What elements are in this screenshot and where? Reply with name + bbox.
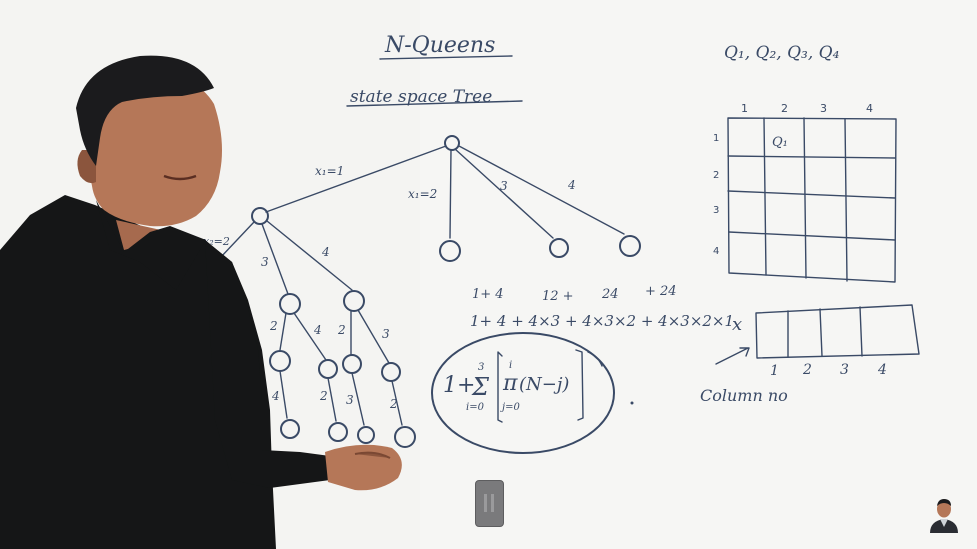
array-label: x [732,314,742,335]
array-index: 3 [840,362,849,378]
edge-label: 4 [567,178,576,192]
state-space-tree: x₁=1 x₁=2 3 4 x₂=2 3 4 2 4 2 3 4 2 3 2 [203,135,641,448]
array-index: 2 [802,362,812,378]
edge-label: x₁=2 [408,187,437,201]
sum-term: 12 + [542,289,574,304]
edge-label: 2 [337,323,346,337]
array-index: 4 [877,362,887,378]
queens-label: Q₁, Q₂, Q₃, Q₄ [724,43,840,63]
formula-prefix: 1+ [443,373,475,398]
pause-icon [484,494,487,512]
edge-label: 4 [271,389,280,403]
grid-queen: Q₁ [772,135,788,150]
array-index: 1 [770,363,779,379]
edge-label: 4 [313,323,322,337]
presenter-avatar-icon[interactable] [926,493,962,533]
grid-row-label: 1 [713,133,719,144]
grid-col-label: 4 [866,102,873,115]
formula-sigma: Σ [471,373,490,401]
edge-label: 2 [389,397,398,411]
edge-label: 2 [269,319,278,333]
board-title: N-Queens [384,33,495,58]
board-subtitle: state space Tree [350,87,492,107]
formula-term: (N−j) [519,374,569,395]
sum-expansion: 1+ 4 + 4×3 + 4×3×2 + 4×3×2×1 [470,312,734,330]
presenter [0,55,402,549]
grid-col-label: 1 [741,102,748,115]
complexity-formula: 1+ 3 Σ i=0 i π j=0 (N−j) [431,332,634,454]
edge-label: 3 [382,327,390,341]
sum-term: 1+ 4 [472,287,504,302]
edge-label: x₁=1 [315,164,344,178]
edge-label: 3 [261,255,269,269]
solution-array: x 1 2 3 4 Column no [700,304,920,405]
edge-label: 3 [500,179,508,193]
pause-button[interactable] [475,480,504,527]
formula-pi-lower: j=0 [500,402,520,413]
node-count-sums: 1+ 4 12 + 24 + 24 1+ 4 + 4×3 + 4×3×2 + 4… [470,284,734,330]
edge-label: 2 [319,389,328,403]
edge-label: 4 [321,245,330,259]
grid-row-label: 4 [713,246,719,257]
grid-row-label: 3 [713,205,719,216]
column-label: Column no [700,386,788,405]
grid-col-label: 2 [781,102,788,115]
sum-term: + 24 [645,284,677,299]
sum-term: 24 [601,287,619,302]
edge-label: 3 [346,393,354,407]
chess-grid: 1 2 3 4 1 2 3 4 Q₁ [713,102,897,283]
pause-icon [491,494,494,512]
formula-sigma-lower: i=0 [466,402,485,413]
grid-col-label: 3 [820,102,827,115]
formula-pi-upper: i [509,360,512,371]
formula-pi: π [502,371,518,396]
formula-sigma-upper: 3 [478,362,484,373]
grid-row-label: 2 [713,170,719,181]
